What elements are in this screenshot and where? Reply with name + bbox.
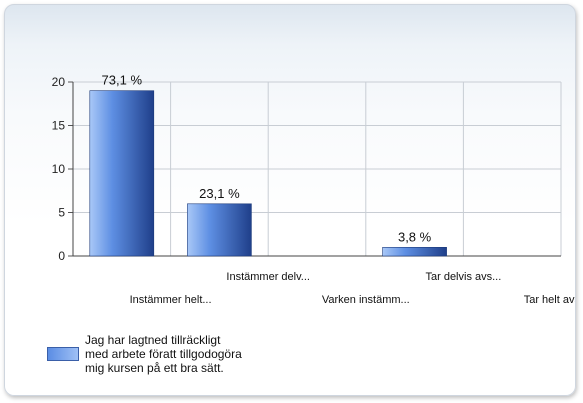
axes: 0 5 10 15 20 (52, 75, 561, 263)
legend-line-3: mig kursen på ett bra sätt. (85, 361, 224, 375)
bar (382, 247, 447, 257)
bar (89, 90, 155, 257)
data-label: 73,1 % (102, 73, 143, 88)
labels: 73,1 % 23,1 % 3,8 % Instämmer helt... Instäm… (102, 73, 575, 306)
legend: Jag har lagtned tillräckligt med arbete … (47, 333, 285, 375)
bar (187, 203, 252, 257)
y-tick-label: 15 (52, 119, 66, 133)
data-label: 3,8 % (398, 229, 432, 244)
data-label: 23,1 % (199, 186, 240, 201)
chart-card: 0 5 10 15 20 73,1 % 23,1 % 3,8 % Instämmer helt… (4, 4, 576, 396)
legend-swatch (47, 347, 79, 361)
category-label: Instämmer delv... (226, 271, 310, 283)
category-label: Instämmer helt... (130, 294, 212, 306)
legend-line-2: med arbete föratt tillgodogöra (85, 347, 242, 361)
y-tick-label: 10 (52, 162, 66, 176)
y-tick-label: 0 (58, 249, 65, 263)
bar-chart: 0 5 10 15 20 73,1 % 23,1 % 3,8 % Instämmer helt… (52, 73, 575, 306)
category-label: Varken instämm... (322, 294, 410, 306)
bars (89, 90, 447, 257)
category-label: Tar delvis avs... (425, 271, 501, 283)
grid (73, 81, 562, 256)
legend-label: Jag har lagtned tillräckligt med arbete … (85, 333, 285, 375)
legend-line-1: Jag har lagtned tillräckligt (85, 333, 221, 347)
y-tick-label: 20 (52, 75, 66, 89)
y-tick-label: 5 (58, 206, 65, 220)
category-label: Tar helt avstå... (524, 294, 575, 306)
